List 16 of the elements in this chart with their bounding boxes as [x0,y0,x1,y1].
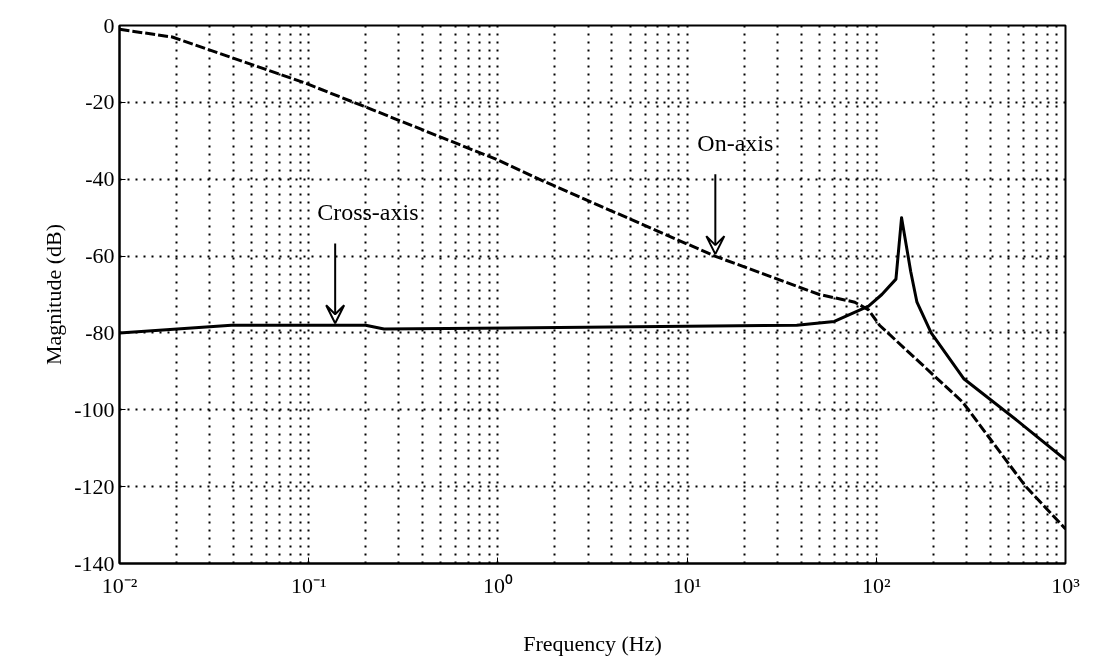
y-tick-label: -60 [85,243,115,269]
x-tick-label: 10³ [1051,572,1081,598]
y-tick-label: -120 [74,473,115,499]
x-tick-label: 10⁻¹ [290,572,327,598]
y-tick-label: -80 [85,319,115,345]
x-tick-label: 10¹ [672,572,702,598]
x-tick-label: 10² [862,572,891,598]
y-tick-label: 0 [103,12,115,38]
y-tick-label: -40 [85,166,115,192]
x-axis-title: Frequency (Hz) [523,630,662,656]
x-tick-label: 10⁰ [482,572,513,598]
annotation: Cross-axis [317,199,419,226]
annotation: On-axis [697,130,774,157]
y-axis-title: Magnitude (dB) [41,223,67,366]
y-tick-label: -100 [74,396,115,422]
y-tick-label: -20 [85,89,115,115]
